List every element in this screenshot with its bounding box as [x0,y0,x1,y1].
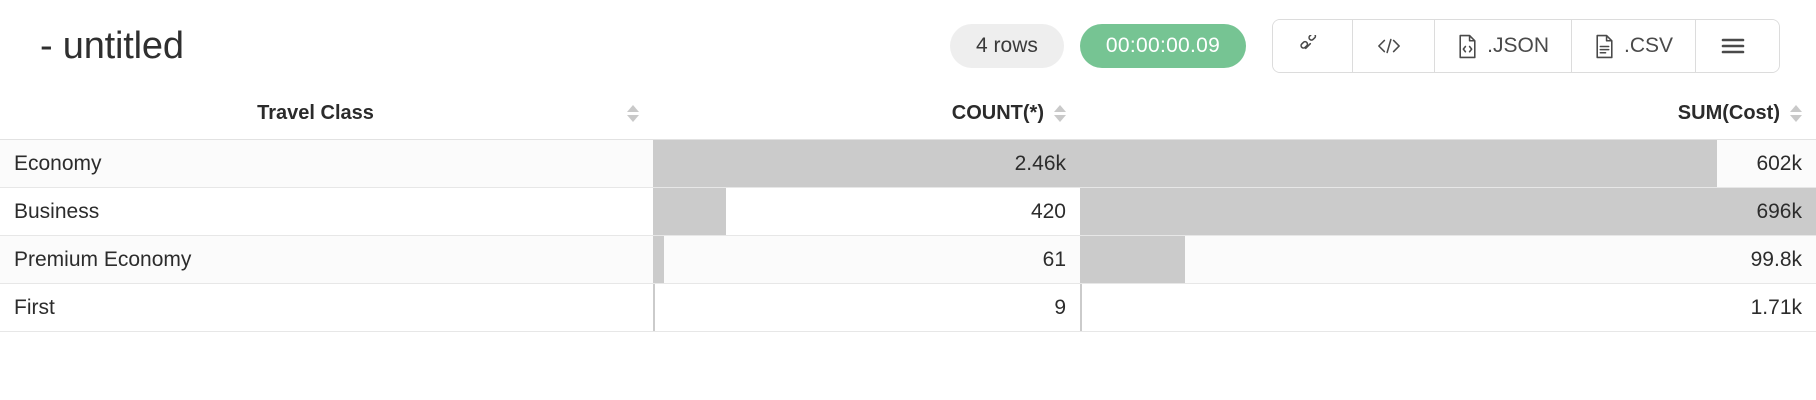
table-row[interactable]: Premium Economy 61 99.8k [0,235,1816,284]
json-button-label: .JSON [1487,34,1549,57]
row-count-badge: 4 rows [950,24,1064,68]
cell-value: 602k [1756,152,1802,175]
file-code-icon [1457,34,1478,59]
cell-count: 420 [653,187,1080,236]
cell-value: 2.46k [1014,152,1066,175]
bar-fill [653,140,1080,187]
page-title: - untitled [40,24,184,67]
cell-count: 2.46k [653,139,1080,188]
cell-count: 9 [653,283,1080,332]
column-header-label: COUNT(*) [951,102,1044,124]
bar-fill [653,188,727,235]
result-header: - untitled 4 rows 00:00:00.09 [0,0,1816,92]
bar-track [653,284,1080,331]
column-header-travel-class[interactable]: Travel Class [0,92,653,140]
bar-track [653,140,1080,187]
bar-track [1080,188,1816,235]
cell-value: 9 [1054,296,1066,319]
header-actions: 4 rows 00:00:00.09 [950,19,1780,73]
table-body: Economy 2.46k 602k Business 420 [0,139,1816,332]
link-icon [1297,35,1319,57]
bar-track [653,236,1080,283]
bar-fill [1080,188,1816,235]
cell-sum: 696k [1080,187,1816,236]
bar-fill [1080,284,1082,331]
csv-button-label: .CSV [1623,34,1673,57]
code-button[interactable] [1353,20,1436,72]
cell-sum: 602k [1080,139,1816,188]
bar-track [653,188,1080,235]
table-header-row: Travel Class COUNT(*) SUM(Cost) [0,92,1816,140]
results-table: Travel Class COUNT(*) SUM(Cost) [0,92,1816,332]
cell-travel-class: Economy [0,139,653,188]
cell-travel-class: Premium Economy [0,235,653,284]
bar-track [1080,284,1816,331]
cell-value: 696k [1756,200,1802,223]
export-button-group: .JSON .CSV [1272,19,1780,73]
hamburger-icon [1720,36,1746,56]
code-icon [1377,36,1401,56]
link-button[interactable] [1273,20,1354,72]
table-row[interactable]: Business 420 696k [0,187,1816,236]
column-header-count[interactable]: COUNT(*) [653,92,1080,140]
sort-icon[interactable] [1054,105,1066,122]
json-button[interactable]: .JSON [1435,20,1572,72]
table-row[interactable]: First 9 1.71k [0,283,1816,332]
bar-fill [653,236,664,283]
bar-fill [1080,236,1186,283]
file-text-icon [1594,34,1615,59]
column-header-sum-cost[interactable]: SUM(Cost) [1080,92,1816,140]
cell-value: 1.71k [1750,296,1802,319]
sort-icon[interactable] [1790,105,1802,122]
cell-value: 61 [1042,248,1066,271]
cell-value: 420 [1030,200,1066,223]
execution-time-badge: 00:00:00.09 [1079,24,1247,68]
csv-button[interactable]: .CSV [1571,20,1696,72]
column-header-label: SUM(Cost) [1677,102,1780,124]
cell-travel-class: First [0,283,653,332]
cell-value: 99.8k [1750,248,1802,271]
cell-sum: 99.8k [1080,235,1816,284]
sort-icon[interactable] [627,105,639,122]
cell-sum: 1.71k [1080,283,1816,332]
column-header-label: Travel Class [257,102,374,124]
bar-track [1080,140,1816,187]
cell-count: 61 [653,235,1080,284]
menu-button[interactable] [1696,20,1779,72]
cell-travel-class: Business [0,187,653,236]
table-row[interactable]: Economy 2.46k 602k [0,139,1816,188]
bar-fill [653,284,655,331]
bar-track [1080,236,1816,283]
bar-fill [1080,140,1717,187]
